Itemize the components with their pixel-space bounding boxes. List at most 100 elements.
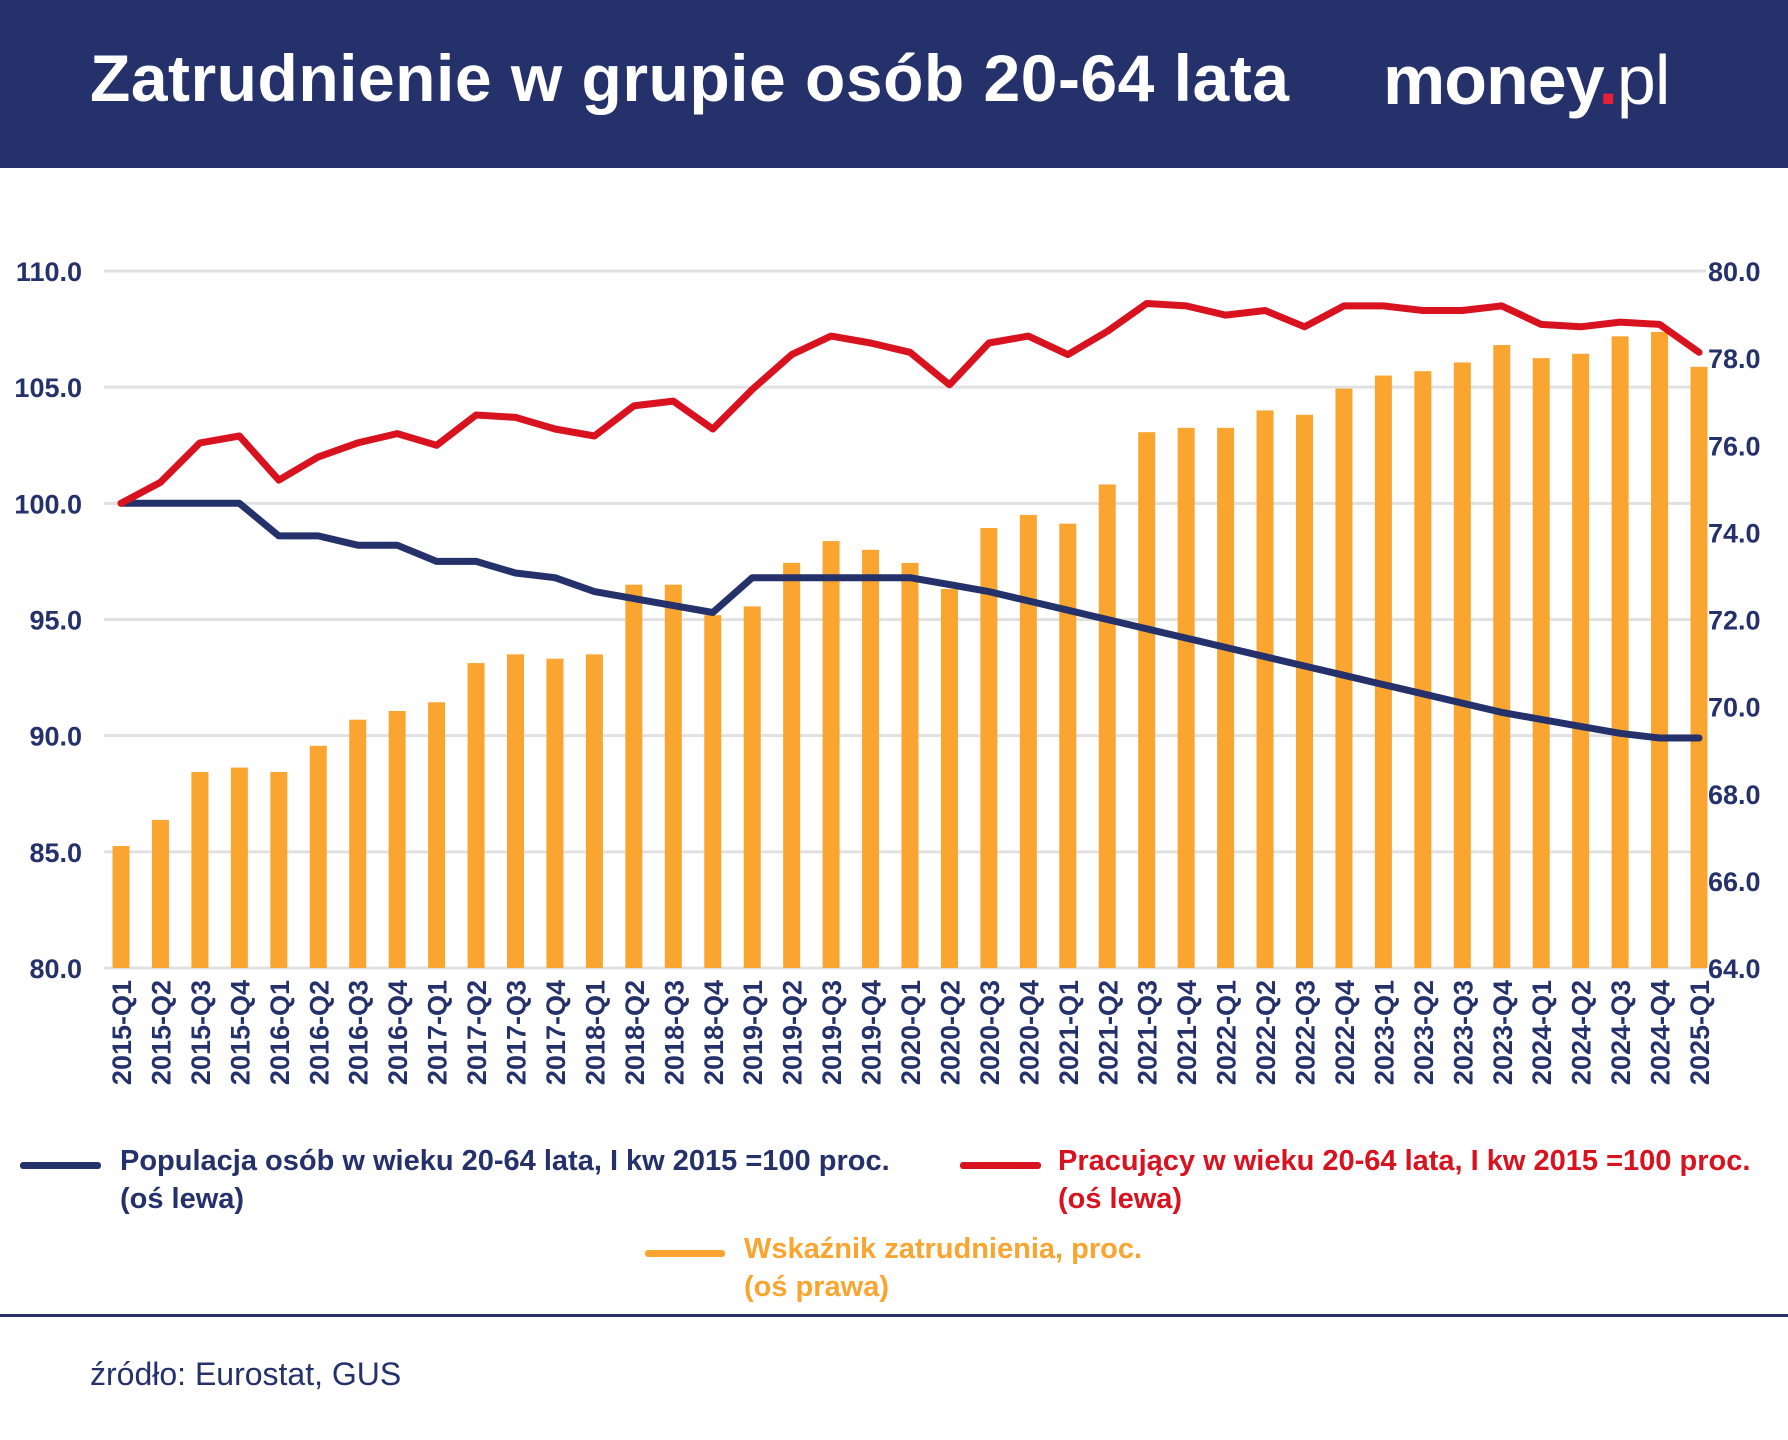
bar-employment-rate	[1098, 484, 1116, 968]
bar-employment-rate	[1651, 331, 1669, 968]
x-axis-tick-label: 2025-Q1	[1685, 980, 1715, 1085]
left-axis-tick-label: 90.0	[29, 722, 82, 752]
x-axis-tick-label: 2017-Q3	[502, 980, 532, 1085]
x-axis-tick-label: 2015-Q4	[225, 980, 255, 1085]
bar-employment-rate	[1611, 336, 1629, 968]
x-axis-tick-label: 2019-Q1	[738, 980, 768, 1085]
source-note: źródło: Eurostat, GUS	[90, 1356, 402, 1392]
left-axis-tick-label: 85.0	[29, 838, 82, 868]
bar-employment-rate	[1532, 358, 1550, 968]
logo-main: money	[1383, 41, 1599, 119]
bar-employment-rate	[1572, 353, 1590, 968]
bar-employment-rate	[585, 654, 603, 968]
x-axis-tick-label: 2022-Q3	[1291, 980, 1321, 1085]
bar-employment-rate	[428, 702, 446, 968]
x-axis-tick-label: 2020-Q3	[975, 980, 1005, 1085]
x-axis-tick-label: 2022-Q4	[1330, 980, 1360, 1085]
bar-employment-rate	[980, 528, 998, 968]
legend-employment-rate-name: Wskaźnik zatrudnienia, proc.	[744, 1233, 1143, 1265]
bar-series-employment-rate	[112, 331, 1708, 969]
bar-employment-rate	[822, 541, 840, 968]
x-axis-tick-label: 2024-Q2	[1567, 980, 1597, 1085]
right-axis-tick-label: 72.0	[1708, 606, 1761, 636]
legend-swatch-population	[20, 1162, 101, 1169]
bar-employment-rate	[743, 606, 761, 968]
x-axis-tick-label: 2023-Q2	[1409, 980, 1439, 1085]
logo-tld: pl	[1616, 41, 1670, 119]
x-axis-tick-label: 2017-Q4	[541, 980, 571, 1085]
bar-employment-rate	[901, 562, 919, 968]
right-axis-tick-label: 68.0	[1708, 780, 1761, 810]
bar-employment-rate	[1493, 345, 1511, 968]
bar-employment-rate	[1414, 371, 1432, 969]
left-axis-tick-label: 100.0	[14, 489, 82, 519]
bar-employment-rate	[349, 719, 367, 968]
legend-employed-axis: (oś lewa)	[1058, 1183, 1183, 1215]
chart-title: Zatrudnienie w grupie osób 20-64 lata	[90, 41, 1290, 115]
left-axis: 80.0 85.0 90.0 95.0 100.0 105.0 110.0	[14, 257, 82, 984]
bar-employment-rate	[112, 846, 130, 968]
x-axis-tick-label: 2022-Q2	[1251, 980, 1281, 1085]
x-axis-tick-label: 2018-Q2	[620, 980, 650, 1085]
x-axis-tick-label: 2018-Q1	[580, 980, 610, 1085]
money-pl-logo: money.pl	[1383, 40, 1670, 120]
bar-employment-rate	[467, 663, 485, 968]
x-axis-tick-label: 2015-Q1	[107, 980, 137, 1085]
bar-employment-rate	[388, 710, 406, 968]
x-axis-tick-label: 2019-Q4	[857, 980, 887, 1085]
x-axis-tick-label: 2020-Q2	[935, 980, 965, 1085]
x-axis-tick-label: 2021-Q3	[1133, 980, 1163, 1085]
bar-employment-rate	[704, 615, 722, 968]
bar-employment-rate	[230, 767, 248, 968]
x-axis-tick-label: 2017-Q2	[462, 980, 492, 1085]
bar-employment-rate	[546, 658, 564, 968]
logo-dot: .	[1598, 41, 1617, 119]
right-axis-tick-label: 64.0	[1708, 954, 1761, 984]
bar-employment-rate	[309, 745, 327, 968]
x-axis-tick-label: 2024-Q4	[1646, 980, 1676, 1085]
legend-employed-name: Pracujący w wieku 20-64 lata, I kw 2015 …	[1058, 1145, 1751, 1177]
x-axis-tick-label: 2021-Q2	[1093, 980, 1123, 1085]
right-axis-tick-label: 74.0	[1708, 518, 1761, 548]
bar-employment-rate	[1453, 362, 1471, 968]
header-banner: Zatrudnienie w grupie osób 20-64 lata mo…	[0, 0, 1788, 168]
x-axis-tick-label: 2023-Q3	[1448, 980, 1478, 1085]
x-axis-tick-label: 2017-Q1	[423, 980, 453, 1085]
x-axis-tick-label: 2019-Q3	[817, 980, 847, 1085]
bar-employment-rate	[862, 549, 880, 968]
x-axis-tick-label: 2016-Q4	[383, 980, 413, 1085]
x-axis-tick-label: 2016-Q3	[344, 980, 374, 1085]
x-axis-tick-label: 2023-Q1	[1369, 980, 1399, 1085]
bar-employment-rate	[151, 819, 169, 968]
bar-employment-rate	[1374, 375, 1392, 968]
bar-employment-rate	[1177, 427, 1195, 968]
x-axis-tick-label: 2018-Q4	[699, 980, 729, 1085]
chart-area: 80.085.090.095.0100.0105.0110.064.066.06…	[14, 257, 1761, 1085]
right-axis: 64.0 66.0 68.0 70.0 72.0 74.0 76.0 78.0 80.0	[1708, 257, 1761, 984]
x-axis-tick-label: 2024-Q3	[1606, 980, 1636, 1085]
right-axis-tick-label: 80.0	[1708, 257, 1761, 287]
right-axis-tick-label: 70.0	[1708, 693, 1761, 723]
bar-employment-rate	[664, 584, 682, 968]
legend-swatch-employment-rate	[645, 1250, 725, 1257]
x-axis-tick-label: 2022-Q1	[1212, 980, 1242, 1085]
legend-swatch-employed	[960, 1162, 1041, 1169]
x-axis-tick-label: 2020-Q4	[1014, 980, 1044, 1085]
legend-employment-rate-axis: (oś prawa)	[744, 1271, 890, 1303]
x-axis-tick-label: 2023-Q4	[1488, 980, 1518, 1085]
bar-employment-rate	[940, 589, 958, 968]
bar-employment-rate	[507, 654, 524, 968]
x-axis: 2015-Q1 2015-Q2 2015-Q3 2015-Q4 2016-Q1 2016-…	[107, 980, 1715, 1085]
line-employed	[117, 300, 1703, 507]
bar-employment-rate	[270, 771, 288, 968]
x-axis-tick-label: 2021-Q1	[1054, 980, 1084, 1085]
bar-employment-rate	[1256, 410, 1274, 968]
x-axis-tick-label: 2015-Q2	[146, 980, 176, 1085]
legend-population-name: Populacja osób w wieku 20-64 lata, I kw …	[120, 1145, 890, 1177]
bar-employment-rate	[1296, 414, 1313, 969]
left-axis-tick-label: 105.0	[14, 373, 82, 403]
x-axis-tick-label: 2015-Q3	[186, 980, 216, 1085]
bar-employment-rate	[625, 584, 643, 968]
line-population	[117, 499, 1703, 742]
x-axis-tick-label: 2018-Q3	[659, 980, 689, 1085]
